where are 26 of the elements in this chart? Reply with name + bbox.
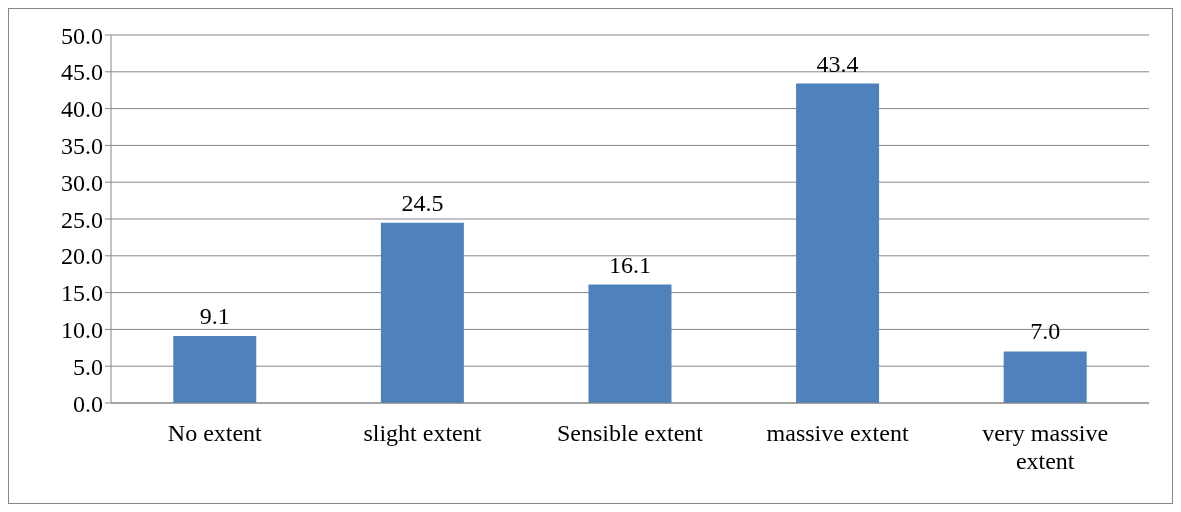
y-tick-label: 30.0 xyxy=(61,169,103,196)
data-label: 24.5 xyxy=(401,189,444,216)
bar xyxy=(380,222,464,403)
y-tick-label: 5.0 xyxy=(73,353,103,380)
data-label: 7.0 xyxy=(1030,318,1061,345)
data-label: 43.4 xyxy=(816,50,859,77)
x-tick-label: massive extent xyxy=(766,419,909,446)
y-tick-label: 50.0 xyxy=(61,22,103,49)
y-tick-label: 25.0 xyxy=(61,206,103,233)
bar xyxy=(588,284,672,403)
y-tick-label: 0.0 xyxy=(73,390,103,417)
x-tick-label: very massive extent xyxy=(982,419,1109,475)
y-tick-label: 35.0 xyxy=(61,132,103,159)
y-tick-label: 45.0 xyxy=(61,59,103,86)
y-tick-label: 20.0 xyxy=(61,243,103,270)
x-tick-label: No extent xyxy=(167,419,263,446)
bar xyxy=(1003,351,1087,403)
bar xyxy=(173,336,257,403)
y-tick-label: 10.0 xyxy=(61,316,103,343)
y-tick-label: 15.0 xyxy=(61,280,103,307)
x-tick-label: Sensible extent xyxy=(557,419,704,446)
y-tick-label: 40.0 xyxy=(61,96,103,123)
data-label: 16.1 xyxy=(608,251,651,278)
x-tick-label: slight extent xyxy=(363,419,482,446)
data-label: 9.1 xyxy=(199,303,230,330)
bar xyxy=(796,83,880,403)
